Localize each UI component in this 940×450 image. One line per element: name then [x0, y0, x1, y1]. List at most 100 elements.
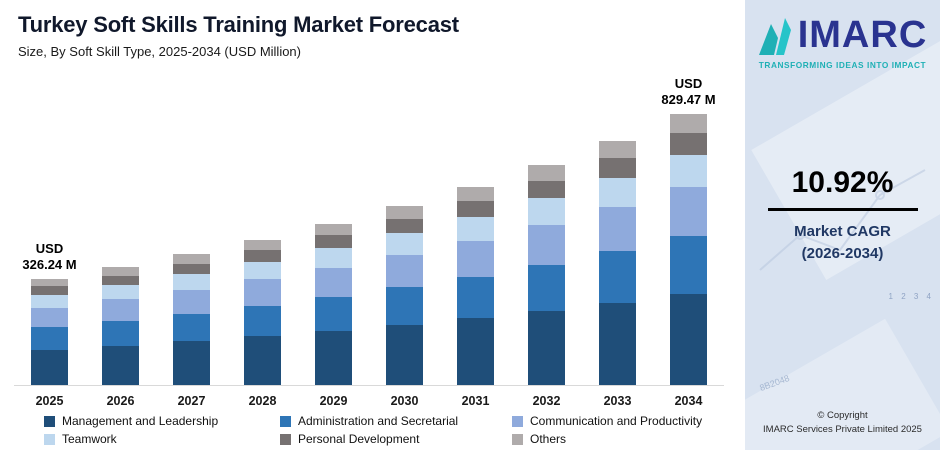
x-tick-2032: 2032 — [532, 394, 561, 408]
segment-communication-and-productivity-2034[interactable] — [670, 187, 707, 237]
segment-others-2032[interactable] — [528, 165, 565, 181]
watermark-code: 8B2048 — [758, 372, 791, 394]
cagr-value: 10.92% — [791, 166, 894, 199]
stacked-bar-2030[interactable] — [386, 206, 423, 386]
segment-teamwork-2026[interactable] — [102, 285, 139, 300]
legend-item-administration-and-secretarial[interactable]: Administration and Secretarial — [280, 414, 512, 428]
segment-personal-development-2032[interactable] — [528, 180, 565, 199]
legend-item-communication-and-productivity[interactable]: Communication and Productivity — [512, 414, 728, 428]
segment-personal-development-2026[interactable] — [102, 275, 139, 286]
page-title: Turkey Soft Skills Training Market Forec… — [18, 12, 459, 37]
segment-personal-development-2031[interactable] — [457, 200, 494, 217]
imarc-logo-icon — [758, 17, 791, 55]
segment-administration-and-secretarial-2030[interactable] — [386, 287, 423, 325]
segment-communication-and-productivity-2032[interactable] — [528, 224, 565, 265]
segment-personal-development-2030[interactable] — [386, 218, 423, 234]
segment-administration-and-secretarial-2034[interactable] — [670, 236, 707, 294]
legend-swatch-teamwork — [44, 433, 55, 445]
stacked-bar-2026[interactable] — [102, 267, 139, 386]
segment-management-and-leadership-2029[interactable] — [315, 330, 352, 386]
segment-teamwork-2028[interactable] — [244, 261, 281, 280]
bar-group-2030 — [369, 70, 440, 386]
segment-others-2026[interactable] — [102, 267, 139, 276]
segment-management-and-leadership-2028[interactable] — [244, 336, 281, 386]
legend-item-others[interactable]: Others — [512, 432, 728, 446]
segment-administration-and-secretarial-2028[interactable] — [244, 305, 281, 337]
stacked-bar-2033[interactable] — [599, 140, 636, 386]
legend-label-teamwork: Teamwork — [62, 432, 117, 446]
segment-administration-and-secretarial-2025[interactable] — [31, 327, 68, 350]
segment-communication-and-productivity-2030[interactable] — [386, 254, 423, 288]
bar-group-2027 — [156, 70, 227, 386]
segment-management-and-leadership-2033[interactable] — [599, 302, 636, 386]
segment-administration-and-secretarial-2026[interactable] — [102, 320, 139, 346]
x-tick-2025: 2025 — [35, 394, 64, 408]
segment-management-and-leadership-2027[interactable] — [173, 341, 210, 386]
segment-communication-and-productivity-2025[interactable] — [31, 307, 68, 328]
segment-communication-and-productivity-2033[interactable] — [599, 207, 636, 252]
legend-item-management-and-leadership[interactable]: Management and Leadership — [44, 414, 280, 428]
legend-item-personal-development[interactable]: Personal Development — [280, 432, 512, 446]
segment-teamwork-2025[interactable] — [31, 295, 68, 308]
legend-label-others: Others — [530, 432, 567, 446]
segment-communication-and-productivity-2028[interactable] — [244, 279, 281, 306]
segment-others-2031[interactable] — [457, 186, 494, 201]
sidebar: IMARC TRANSFORMING IDEAS INTO IMPACT 10.… — [742, 0, 940, 450]
segment-communication-and-productivity-2031[interactable] — [457, 240, 494, 277]
segment-management-and-leadership-2034[interactable] — [670, 293, 707, 386]
legend-label-personal-development: Personal Development — [298, 432, 420, 446]
segment-administration-and-secretarial-2032[interactable] — [528, 264, 565, 311]
segment-teamwork-2031[interactable] — [457, 216, 494, 241]
segment-others-2028[interactable] — [244, 240, 281, 251]
segment-administration-and-secretarial-2033[interactable] — [599, 251, 636, 303]
copyright-line1: © Copyright — [817, 409, 868, 421]
stacked-bar-2034[interactable] — [670, 114, 707, 386]
value-label-2025: USD 326.24 M — [22, 240, 77, 272]
plot-area: USD 326.24 M USD 829.47 M — [14, 70, 724, 386]
legend-label-communication-and-productivity: Communication and Productivity — [530, 414, 703, 428]
segment-personal-development-2034[interactable] — [670, 133, 707, 155]
bar-group-2032 — [511, 70, 582, 386]
segment-personal-development-2027[interactable] — [173, 263, 210, 275]
segment-management-and-leadership-2026[interactable] — [102, 345, 139, 386]
segment-teamwork-2027[interactable] — [173, 274, 210, 290]
segment-others-2030[interactable] — [386, 206, 423, 219]
segment-administration-and-secretarial-2029[interactable] — [315, 296, 352, 331]
segment-personal-development-2033[interactable] — [599, 158, 636, 178]
stacked-bar-2027[interactable] — [173, 254, 210, 386]
segment-teamwork-2032[interactable] — [528, 198, 565, 225]
segment-communication-and-productivity-2027[interactable] — [173, 289, 210, 314]
segment-others-2027[interactable] — [173, 254, 210, 264]
segment-management-and-leadership-2032[interactable] — [528, 310, 565, 386]
x-axis-labels: 2025 2026 2027 2028 2029 2030 2031 2032 2033 2034 — [14, 394, 724, 408]
imarc-logo-text: IMARC — [797, 14, 928, 56]
segment-teamwork-2029[interactable] — [315, 248, 352, 268]
segment-teamwork-2034[interactable] — [670, 154, 707, 188]
segment-others-2025[interactable] — [31, 278, 68, 287]
stacked-bar-2028[interactable] — [244, 240, 281, 386]
stacked-bar-2031[interactable] — [457, 186, 494, 386]
segment-others-2029[interactable] — [315, 224, 352, 236]
segment-communication-and-productivity-2029[interactable] — [315, 267, 352, 297]
segment-management-and-leadership-2031[interactable] — [457, 318, 494, 386]
segment-personal-development-2029[interactable] — [315, 235, 352, 249]
legend-swatch-personal-development — [280, 433, 291, 445]
segment-administration-and-secretarial-2027[interactable] — [173, 313, 210, 342]
x-tick-2026: 2026 — [106, 394, 135, 408]
segment-others-2034[interactable] — [670, 114, 707, 134]
segment-management-and-leadership-2030[interactable] — [386, 324, 423, 386]
segment-administration-and-secretarial-2031[interactable] — [457, 276, 494, 319]
segment-teamwork-2033[interactable] — [599, 177, 636, 208]
legend-item-teamwork[interactable]: Teamwork — [44, 432, 280, 446]
stacked-bar-2032[interactable] — [528, 165, 565, 386]
segment-personal-development-2028[interactable] — [244, 250, 281, 262]
segment-communication-and-productivity-2026[interactable] — [102, 299, 139, 321]
segment-teamwork-2030[interactable] — [386, 233, 423, 255]
segment-management-and-leadership-2025[interactable] — [31, 349, 68, 386]
segment-others-2033[interactable] — [599, 140, 636, 159]
bar-group-2029 — [298, 70, 369, 386]
decorative-line-watermark — [759, 169, 926, 271]
stacked-bar-2029[interactable] — [315, 224, 352, 386]
stacked-bar-2025[interactable] — [31, 278, 68, 386]
segment-personal-development-2025[interactable] — [31, 286, 68, 296]
